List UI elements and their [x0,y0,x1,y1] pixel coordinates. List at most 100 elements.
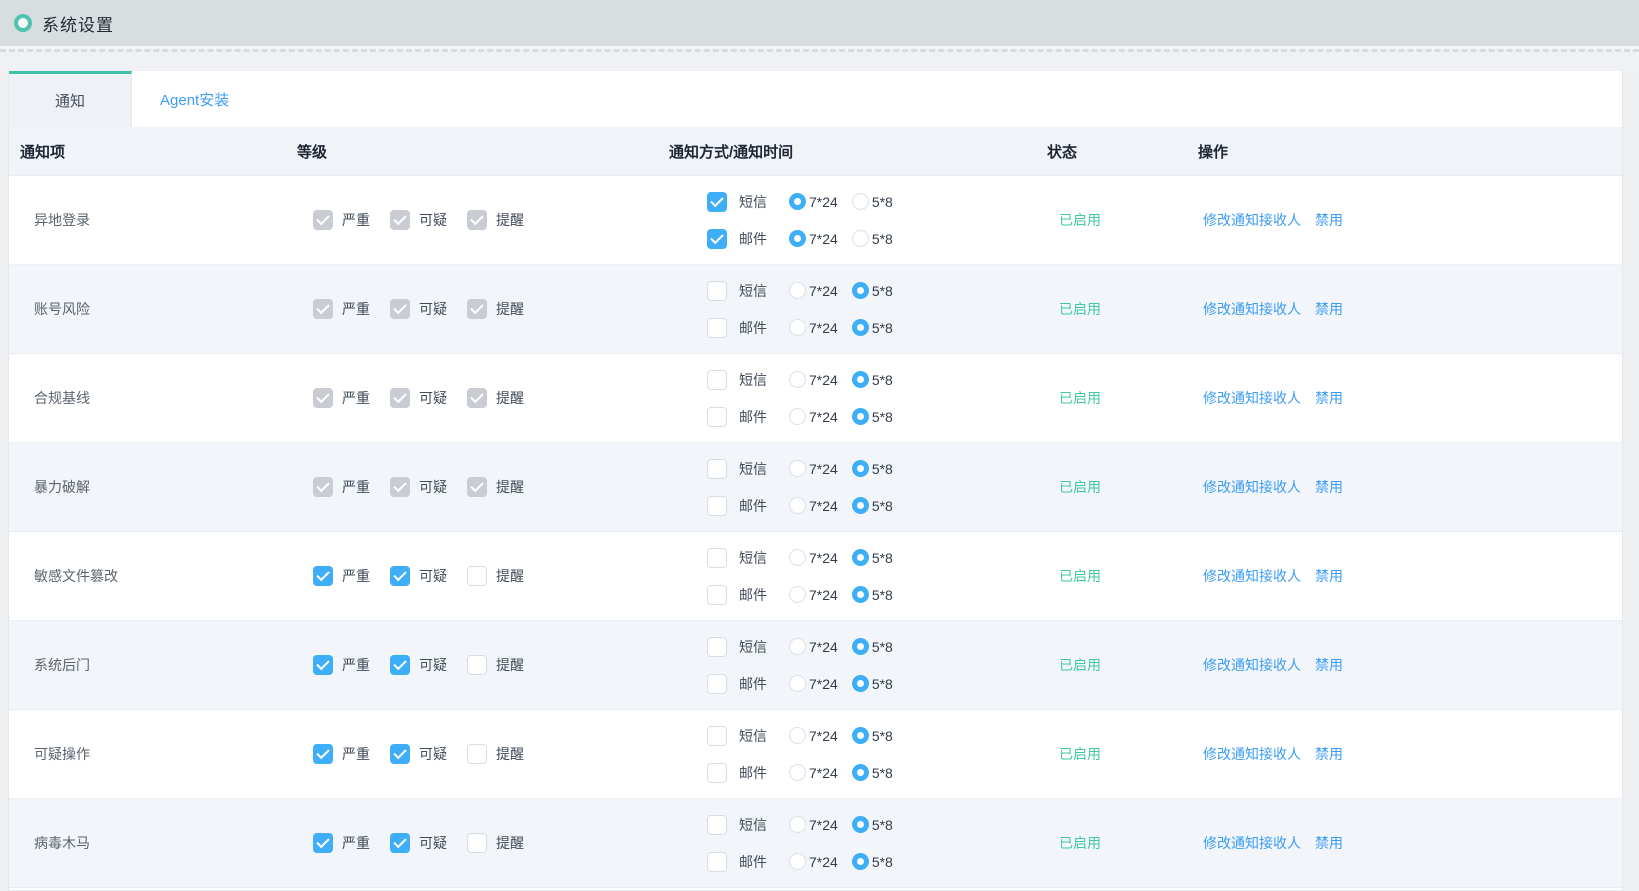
schedule-radio-option[interactable]: 5*8 [851,230,893,247]
schedule-radio-option[interactable]: 5*8 [851,586,893,603]
schedule-radio-option[interactable]: 5*8 [851,764,893,781]
method-checkbox-option[interactable] [707,547,727,568]
schedule-radio-option[interactable]: 7*24 [789,371,838,388]
schedule-radio-option[interactable]: 7*24 [789,638,838,655]
level-checkbox-option[interactable]: 可疑 [390,744,447,764]
method-checkbox-option[interactable] [707,495,727,516]
tab-notification[interactable]: 通知 [9,71,132,127]
modify-recipients-link[interactable]: 修改通知接收人 [1203,746,1301,762]
level-checkbox-option[interactable]: 提醒 [467,744,524,764]
schedule-radio-option[interactable]: 5*8 [851,282,893,299]
disable-link[interactable]: 禁用 [1315,390,1343,406]
level-checkbox-option[interactable]: 严重 [313,744,370,764]
method-label: 短信 [739,727,767,744]
modify-recipients-link[interactable]: 修改通知接收人 [1203,479,1301,495]
checkbox-icon [313,299,333,319]
method-checkbox-option[interactable] [707,228,727,249]
schedule-label: 5*8 [871,586,893,603]
settings-panel: 通知 Agent安装 通知项 等级 通知方式/通知时间 状态 操作 异地登录 严… [8,71,1623,891]
modify-recipients-link[interactable]: 修改通知接收人 [1203,835,1301,851]
schedule-radio-option[interactable]: 5*8 [851,460,893,477]
disable-link[interactable]: 禁用 [1315,835,1343,851]
method-checkbox-option[interactable] [707,317,727,338]
method-checkbox-option[interactable] [707,762,727,783]
schedule-radio-option[interactable]: 7*24 [789,764,838,781]
schedule-radio-option[interactable]: 5*8 [851,193,893,210]
disable-link[interactable]: 禁用 [1315,212,1343,228]
method-checkbox-option[interactable] [707,725,727,746]
schedule-label: 7*24 [809,282,838,299]
method-label: 邮件 [739,319,767,336]
schedule-radio-option[interactable]: 5*8 [851,371,893,388]
method-checkbox-option[interactable] [707,191,727,212]
schedule-radio-option[interactable]: 5*8 [851,497,893,514]
disable-link[interactable]: 禁用 [1315,301,1343,317]
method-checkbox-option[interactable] [707,851,727,872]
method-checkbox-option[interactable] [707,636,727,657]
schedule-radio-option[interactable]: 5*8 [851,638,893,655]
disable-link[interactable]: 禁用 [1315,479,1343,495]
schedule-radio-option[interactable]: 7*24 [789,230,838,247]
level-label: 严重 [342,835,370,851]
disable-link[interactable]: 禁用 [1315,568,1343,584]
level-checkbox-option: 严重 [313,210,370,230]
schedule-radio-option[interactable]: 7*24 [789,319,838,336]
method-checkbox-option[interactable] [707,406,727,427]
level-checkbox-option[interactable]: 可疑 [390,655,447,675]
schedule-radio-option[interactable]: 5*8 [851,853,893,870]
schedule-radio-option[interactable]: 7*24 [789,853,838,870]
method-checkbox-option[interactable] [707,814,727,835]
modify-recipients-link[interactable]: 修改通知接收人 [1203,301,1301,317]
schedule-radio-option[interactable]: 5*8 [851,727,893,744]
checkbox-icon [707,814,727,835]
schedule-radio-option[interactable]: 7*24 [789,460,838,477]
level-checkbox-option: 提醒 [467,210,524,230]
method-checkbox-option[interactable] [707,584,727,605]
schedule-radio-option[interactable]: 7*24 [789,282,838,299]
level-checkbox-option[interactable]: 提醒 [467,655,524,675]
schedule-radio-option[interactable]: 5*8 [851,675,893,692]
level-checkbox-option: 严重 [313,477,370,497]
schedule-radio-option[interactable]: 7*24 [789,675,838,692]
level-checkbox-option: 严重 [313,388,370,408]
schedule-radio-option[interactable]: 5*8 [851,549,893,566]
method-checkbox-option[interactable] [707,369,727,390]
radio-icon [789,460,806,477]
notification-item-name: 病毒木马 [34,835,90,851]
notification-item-name: 可疑操作 [34,746,90,762]
checkbox-icon [707,584,727,605]
schedule-radio-option[interactable]: 5*8 [851,816,893,833]
level-checkbox-option[interactable]: 严重 [313,566,370,586]
tab-agent-install[interactable]: Agent安装 [132,71,258,127]
level-checkbox-option[interactable]: 严重 [313,833,370,853]
schedule-radio-option[interactable]: 5*8 [851,408,893,425]
disable-link[interactable]: 禁用 [1315,746,1343,762]
schedule-radio-option[interactable]: 7*24 [789,497,838,514]
schedule-radio-option[interactable]: 7*24 [789,193,838,210]
method-checkbox-option[interactable] [707,673,727,694]
method-checkbox-option[interactable] [707,458,727,479]
schedule-radio-option[interactable]: 7*24 [789,549,838,566]
method-line: 短信 7*24 5*8 [707,811,1039,839]
schedule-radio-option[interactable]: 7*24 [789,816,838,833]
disable-link[interactable]: 禁用 [1315,657,1343,673]
schedule-radio-option[interactable]: 7*24 [789,727,838,744]
level-checkbox-option[interactable]: 严重 [313,655,370,675]
level-checkbox-option: 提醒 [467,477,524,497]
schedule-radio-option[interactable]: 7*24 [789,586,838,603]
radio-icon [851,675,869,692]
level-checkbox-option[interactable]: 可疑 [390,566,447,586]
level-checkbox-option[interactable]: 可疑 [390,833,447,853]
checkbox-icon [707,280,727,301]
schedule-radio-option[interactable]: 5*8 [851,319,893,336]
level-checkbox-option[interactable]: 提醒 [467,833,524,853]
modify-recipients-link[interactable]: 修改通知接收人 [1203,657,1301,673]
method-line: 邮件 7*24 5*8 [707,848,1039,876]
modify-recipients-link[interactable]: 修改通知接收人 [1203,212,1301,228]
method-checkbox-option[interactable] [707,280,727,301]
method-line: 短信 7*24 5*8 [707,366,1039,394]
modify-recipients-link[interactable]: 修改通知接收人 [1203,390,1301,406]
modify-recipients-link[interactable]: 修改通知接收人 [1203,568,1301,584]
level-checkbox-option[interactable]: 提醒 [467,566,524,586]
schedule-radio-option[interactable]: 7*24 [789,408,838,425]
